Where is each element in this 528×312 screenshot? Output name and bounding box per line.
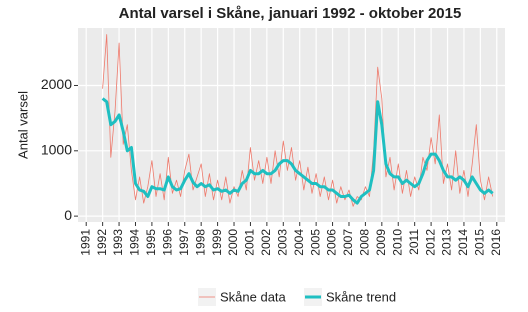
y-tick-label: 1000 (41, 142, 72, 158)
x-tick-label: 2008 (358, 229, 372, 256)
x-tick-label: 2010 (390, 229, 404, 256)
x-tick-label: 2016 (489, 229, 503, 256)
y-tick-label: 2000 (41, 76, 72, 92)
x-tick-label: 1998 (193, 229, 207, 256)
x-tick-label: 2007 (341, 229, 355, 256)
x-tick-label: 1995 (144, 229, 158, 256)
x-tick-label: 2006 (325, 229, 339, 256)
x-tick-label: 2001 (243, 229, 257, 256)
x-tick-label: 1997 (177, 229, 191, 256)
x-tick-label: 2002 (259, 229, 273, 256)
x-tick-label: 1994 (128, 229, 142, 256)
x-tick-label: 2012 (423, 229, 437, 256)
x-tick-label: 2009 (374, 229, 388, 256)
y-tick-label: 0 (64, 207, 72, 223)
y-axis-label: Antal varsel (15, 91, 30, 159)
data-line (101, 97, 494, 205)
x-tick-label: 2011 (407, 229, 421, 255)
x-tick-label: 2003 (275, 229, 289, 256)
x-tick-label: 2005 (308, 229, 322, 256)
x-tick-label: 2000 (226, 229, 240, 256)
x-tick-label: 2014 (456, 229, 470, 256)
x-tick-label: 1991 (78, 229, 92, 256)
legend-label: Skåne data (220, 289, 287, 304)
x-tick-label: 1993 (111, 229, 125, 256)
x-tick-label: 1996 (160, 229, 174, 256)
x-tick-label: 2004 (292, 229, 306, 256)
x-tick-label: 2013 (440, 229, 454, 256)
chart-title: Antal varsel i Skåne, januari 1992 - okt… (119, 5, 462, 22)
x-tick-label: 2015 (473, 229, 487, 256)
x-tick-label: 1992 (95, 229, 109, 256)
legend-label: Skåne trend (326, 289, 396, 304)
x-tick-label: 1999 (210, 229, 224, 256)
